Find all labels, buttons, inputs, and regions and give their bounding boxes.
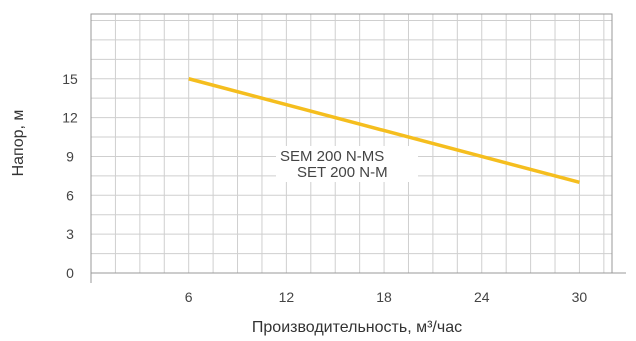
- x-tick-label: 18: [376, 289, 392, 305]
- annotation-background: [276, 146, 418, 182]
- annotation-line-1: SEM 200 N-MS: [280, 148, 384, 165]
- series-layer: [188, 77, 580, 185]
- y-tick-labels: 0 3 6 9 12 15: [62, 71, 78, 281]
- y-tick-label: 9: [66, 148, 74, 164]
- y-tick-label: 6: [66, 187, 74, 203]
- y-tick-label: 3: [66, 226, 74, 242]
- y-tick-label: 12: [62, 110, 78, 126]
- y-axis-title: Напор, м: [10, 110, 27, 177]
- series-line: [188, 77, 580, 185]
- x-tick-labels: 6 12 18 24 30: [185, 289, 588, 305]
- x-axis-title: Производительность, м³/час: [252, 319, 462, 336]
- x-tick-label: 30: [572, 289, 588, 305]
- x-tick-label: 24: [474, 289, 490, 305]
- y-tick-label: 0: [66, 265, 74, 281]
- grid: [91, 14, 612, 273]
- y-tick-label: 15: [62, 71, 78, 87]
- x-tick-label: 12: [279, 289, 295, 305]
- annotation-line-2: SET 200 N-M: [297, 164, 388, 181]
- x-tick-label: 6: [185, 289, 193, 305]
